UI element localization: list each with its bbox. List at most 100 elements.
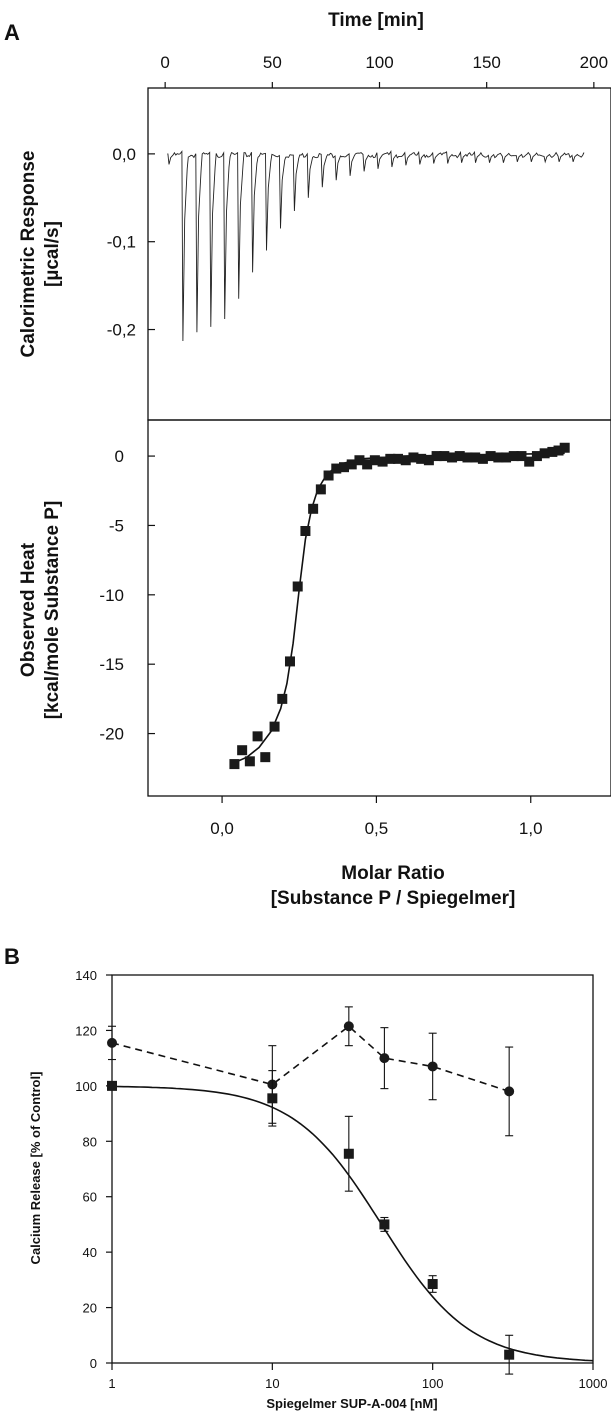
ratio-tick-label-0-5: 0,5 — [365, 819, 389, 838]
heat-point-43 — [559, 442, 570, 453]
heat-point-11 — [315, 484, 326, 495]
inhibition-point-5 — [504, 1349, 515, 1360]
heat-point-14 — [339, 462, 350, 473]
calcium-plot-frame — [111, 974, 594, 1364]
heat-point-0 — [229, 759, 240, 770]
heat-point-27 — [439, 451, 450, 462]
heat-point-6 — [277, 693, 288, 704]
heat-point-30 — [462, 452, 473, 463]
heat-axis-title-line1: Observed Heat — [18, 542, 39, 677]
time-tick-label-50: 50 — [263, 53, 282, 72]
control-point-2 — [343, 1021, 354, 1032]
heat-point-1 — [237, 745, 248, 756]
calcium-tick-label-140: 140 — [75, 968, 97, 983]
heat-point-40 — [539, 448, 550, 459]
heat-point-29 — [454, 451, 465, 462]
ratio-tick-label-0: 0,0 — [210, 819, 234, 838]
heat-point-5 — [269, 721, 280, 732]
control-point-5 — [504, 1086, 515, 1097]
time-tick-label-150: 150 — [472, 53, 500, 72]
inhibition-point-2 — [343, 1148, 354, 1159]
heat-point-25 — [423, 455, 434, 466]
calcium-tick-label-20: 20 — [83, 1301, 97, 1316]
heat-point-41 — [547, 446, 558, 457]
heat-tick-label-minus-15: -15 — [99, 655, 124, 674]
molar-ratio-axis-title-line2: [Substance P / Spiegelmer] — [271, 888, 516, 909]
concentration-x-axis: 1 10 100 1000 — [108, 1363, 607, 1391]
inhibition-point-0 — [107, 1080, 117, 1091]
heat-point-9 — [300, 525, 311, 536]
heat-point-35 — [501, 452, 512, 463]
heat-point-23 — [408, 452, 419, 463]
heat-point-4 — [260, 752, 271, 763]
heat-point-2 — [244, 756, 255, 767]
control-point-3 — [379, 1053, 390, 1064]
calorimetry-plot-frame — [147, 87, 611, 421]
heat-point-21 — [393, 453, 404, 464]
heat-tick-label-minus-10: -10 — [99, 586, 124, 605]
control-point-4 — [427, 1061, 438, 1072]
heat-point-39 — [531, 451, 542, 462]
heat-data-points — [229, 442, 570, 770]
heat-axis: 0 -5 -10 -15 -20 — [99, 447, 155, 744]
conc-tick-label-1: 1 — [108, 1376, 115, 1391]
heat-point-33 — [485, 451, 496, 462]
heat-point-17 — [362, 459, 373, 470]
heat-point-12 — [323, 470, 334, 481]
molar-ratio-axis-title-line1: Molar Ratio — [341, 863, 444, 884]
heat-point-20 — [385, 453, 396, 464]
heat-tick-label-minus-5: -5 — [109, 516, 124, 535]
inhibition-point-1 — [267, 1093, 278, 1104]
ratio-tick-label-1-0: 1,0 — [519, 819, 543, 838]
heat-point-18 — [369, 455, 380, 466]
heat-point-42 — [553, 445, 564, 456]
calcium-tick-label-120: 120 — [75, 1023, 97, 1038]
calcium-y-axis: 0 20 40 60 80 100 120 140 — [75, 968, 112, 1371]
calcium-axis-title: Calcium Release [% of Control] — [28, 1072, 43, 1265]
time-tick-label-200: 200 — [580, 53, 608, 72]
calcium-tick-label-80: 80 — [83, 1134, 97, 1149]
heat-point-32 — [477, 453, 488, 464]
time-axis-ticks: 0 50 100 150 200 — [160, 53, 608, 88]
heat-tick-label-0: 0 — [115, 447, 124, 466]
heat-point-10 — [308, 503, 319, 514]
heat-point-37 — [516, 451, 527, 462]
calorimetric-trace — [167, 149, 585, 342]
concentration-axis-title: Spiegelmer SUP-A-004 [nM] — [266, 1396, 437, 1411]
control-point-0 — [107, 1037, 117, 1048]
time-tick-label-0: 0 — [160, 53, 169, 72]
calcium-tick-label-40: 40 — [83, 1245, 97, 1260]
response-axis-title-line1: Calorimetric Response — [18, 151, 39, 358]
heat-point-28 — [447, 452, 458, 463]
calcium-data-points — [107, 1006, 515, 1375]
heat-plot-frame — [147, 419, 611, 797]
conc-tick-label-100: 100 — [422, 1376, 444, 1391]
response-tick-label-0: 0,0 — [112, 145, 136, 164]
binding-fit-curve — [234, 452, 565, 764]
time-tick-label-100: 100 — [365, 53, 393, 72]
heat-point-22 — [400, 455, 411, 466]
time-axis-title: Time [min] — [328, 10, 424, 31]
calcium-tick-label-0: 0 — [90, 1356, 97, 1371]
response-axis-title-line2: [µcal/s] — [42, 221, 63, 287]
heat-point-26 — [431, 451, 442, 462]
heat-point-34 — [493, 452, 504, 463]
molar-ratio-axis: 0,0 0,5 1,0 — [210, 796, 543, 838]
conc-tick-label-10: 10 — [265, 1376, 279, 1391]
heat-point-8 — [292, 581, 303, 592]
heat-tick-label-minus-20: -20 — [99, 725, 124, 744]
heat-point-38 — [524, 456, 535, 467]
heat-point-16 — [354, 455, 365, 466]
inhibition-fit-curve — [112, 1085, 594, 1362]
conc-tick-label-1000: 1000 — [579, 1376, 608, 1391]
heat-point-7 — [284, 656, 295, 667]
heat-point-3 — [252, 731, 263, 742]
inhibition-point-3 — [379, 1219, 390, 1230]
panel-label-b: B — [4, 944, 20, 969]
heat-point-13 — [331, 463, 342, 474]
heat-point-19 — [377, 456, 388, 467]
control-series-dashed-line — [111, 1025, 510, 1093]
calcium-tick-label-60: 60 — [83, 1190, 97, 1205]
response-axis: 0,0 -0,1 -0,2 — [107, 145, 155, 340]
